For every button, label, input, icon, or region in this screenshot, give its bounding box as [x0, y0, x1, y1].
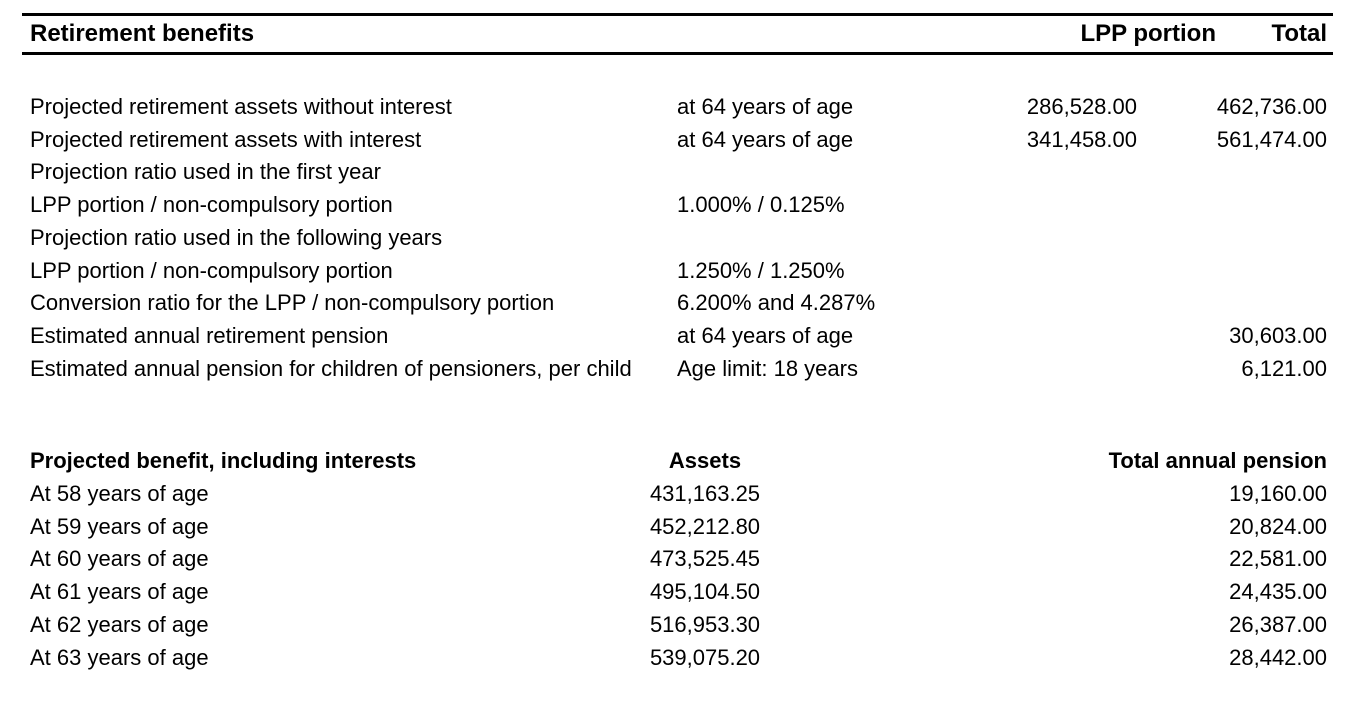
- table-row: Estimated annual retirement pension at 6…: [30, 320, 1327, 353]
- row-lpp-value: 341,458.00: [1026, 126, 1137, 152]
- table-row: At 60 years of age 473,525.45 22,581.00: [30, 543, 1327, 576]
- row-detail: Age limit: 18 years: [677, 355, 858, 381]
- table-row: Projected retirement assets with interes…: [30, 124, 1327, 157]
- row-pension-value: 19,160.00: [1229, 481, 1327, 507]
- row-detail: [677, 222, 1007, 255]
- table-row: LPP portion / non-compulsory portion 1.0…: [30, 189, 1327, 222]
- table-row: At 58 years of age 431,163.25 19,160.00: [30, 478, 1327, 511]
- column-header-total: Total: [1271, 20, 1327, 47]
- row-label: Projected retirement assets with interes…: [30, 126, 422, 152]
- row-total-value: [1137, 156, 1327, 189]
- row-detail: 1.250% / 1.250%: [677, 257, 845, 283]
- row-label: Projected retirement assets without inte…: [30, 94, 452, 119]
- table-row: Projection ratio used in the first year: [30, 156, 1327, 189]
- row-lpp-value: [1007, 156, 1137, 189]
- retirement-benefits-rows: Projected retirement assets without inte…: [22, 55, 1333, 385]
- row-lpp-value: [1007, 287, 1137, 320]
- table-row: At 62 years of age 516,953.30 26,387.00: [30, 609, 1327, 642]
- row-assets-value: 452,212.80: [649, 513, 761, 539]
- row-label: At 60 years of age: [30, 546, 209, 572]
- section-title-retirement-benefits: Retirement benefits: [30, 20, 255, 47]
- projected-benefit-table: Projected benefit, including interests A…: [22, 445, 1333, 674]
- row-total-value: 561,474.00: [1216, 126, 1327, 152]
- row-lpp-value: [1007, 353, 1137, 386]
- document-page: Retirement benefits LPP portion Total Pr…: [22, 0, 1333, 674]
- row-assets-value: 473,525.45: [649, 546, 761, 572]
- row-label: LPP portion / non-compulsory portion: [30, 192, 393, 218]
- row-assets-value: 431,163.25: [649, 481, 761, 507]
- row-lpp-value: [1007, 222, 1137, 255]
- row-total-value: [1137, 189, 1327, 222]
- row-pension-value: 20,824.00: [1229, 513, 1327, 539]
- row-detail: at 64 years of age: [677, 94, 854, 119]
- row-label: Estimated annual retirement pension: [30, 322, 389, 348]
- row-label: Projection ratio used in the first year: [30, 159, 381, 185]
- table-row: At 63 years of age 539,075.20 28,442.00: [30, 642, 1327, 675]
- row-pension-value: 22,581.00: [1229, 546, 1327, 572]
- row-label: Estimated annual pension for children of…: [30, 355, 632, 381]
- row-detail: at 64 years of age: [677, 322, 854, 348]
- section-title-projected-benefit: Projected benefit, including interests: [30, 448, 417, 474]
- row-lpp-value: [1007, 255, 1137, 288]
- row-label: At 58 years of age: [30, 481, 209, 507]
- row-label: Projection ratio used in the following y…: [30, 224, 443, 250]
- column-header-total-annual-pension: Total annual pension: [1108, 448, 1327, 474]
- row-total-value: [1137, 287, 1327, 320]
- projected-benefit-header: Projected benefit, including interests A…: [30, 445, 1327, 478]
- table-row: LPP portion / non-compulsory portion 1.2…: [30, 255, 1327, 288]
- table-row: Projection ratio used in the following y…: [30, 222, 1327, 255]
- table-row: Estimated annual pension for children of…: [30, 353, 1327, 386]
- row-lpp-value: [1007, 320, 1137, 353]
- table-row: Conversion ratio for the LPP / non-compu…: [30, 287, 1327, 320]
- row-total-value: [1137, 255, 1327, 288]
- row-label: At 62 years of age: [30, 611, 209, 637]
- row-label: At 59 years of age: [30, 513, 209, 539]
- retirement-benefits-header: Retirement benefits LPP portion Total: [22, 13, 1333, 55]
- retirement-benefits-table: Retirement benefits LPP portion Total Pr…: [22, 13, 1333, 385]
- row-detail: 1.000% / 0.125%: [677, 192, 845, 218]
- row-lpp-value: 286,528.00: [1026, 94, 1137, 119]
- column-header-lpp-portion: LPP portion: [1080, 20, 1216, 47]
- table-row: At 59 years of age 452,212.80 20,824.00: [30, 511, 1327, 544]
- row-label: LPP portion / non-compulsory portion: [30, 257, 393, 283]
- row-detail: 6.200% and 4.287%: [677, 290, 876, 316]
- row-label: At 61 years of age: [30, 579, 209, 605]
- column-header-assets: Assets: [668, 448, 742, 474]
- row-total-value: 6,121.00: [1241, 355, 1327, 381]
- row-pension-value: 28,442.00: [1229, 644, 1327, 670]
- row-assets-value: 539,075.20: [649, 644, 761, 670]
- row-assets-value: 516,953.30: [649, 611, 761, 637]
- row-total-value: 462,736.00: [1216, 94, 1327, 119]
- row-detail: at 64 years of age: [677, 126, 854, 152]
- row-assets-value: 495,104.50: [649, 579, 761, 605]
- row-lpp-value: [1007, 189, 1137, 222]
- row-total-value: [1137, 222, 1327, 255]
- table-row: At 61 years of age 495,104.50 24,435.00: [30, 576, 1327, 609]
- row-pension-value: 24,435.00: [1229, 579, 1327, 605]
- row-pension-value: 26,387.00: [1229, 611, 1327, 637]
- row-total-value: 30,603.00: [1229, 322, 1327, 348]
- table-row: Projected retirement assets without inte…: [30, 91, 1327, 124]
- row-label: Conversion ratio for the LPP / non-compu…: [30, 290, 555, 316]
- row-label: At 63 years of age: [30, 644, 209, 670]
- row-detail: [677, 156, 1007, 189]
